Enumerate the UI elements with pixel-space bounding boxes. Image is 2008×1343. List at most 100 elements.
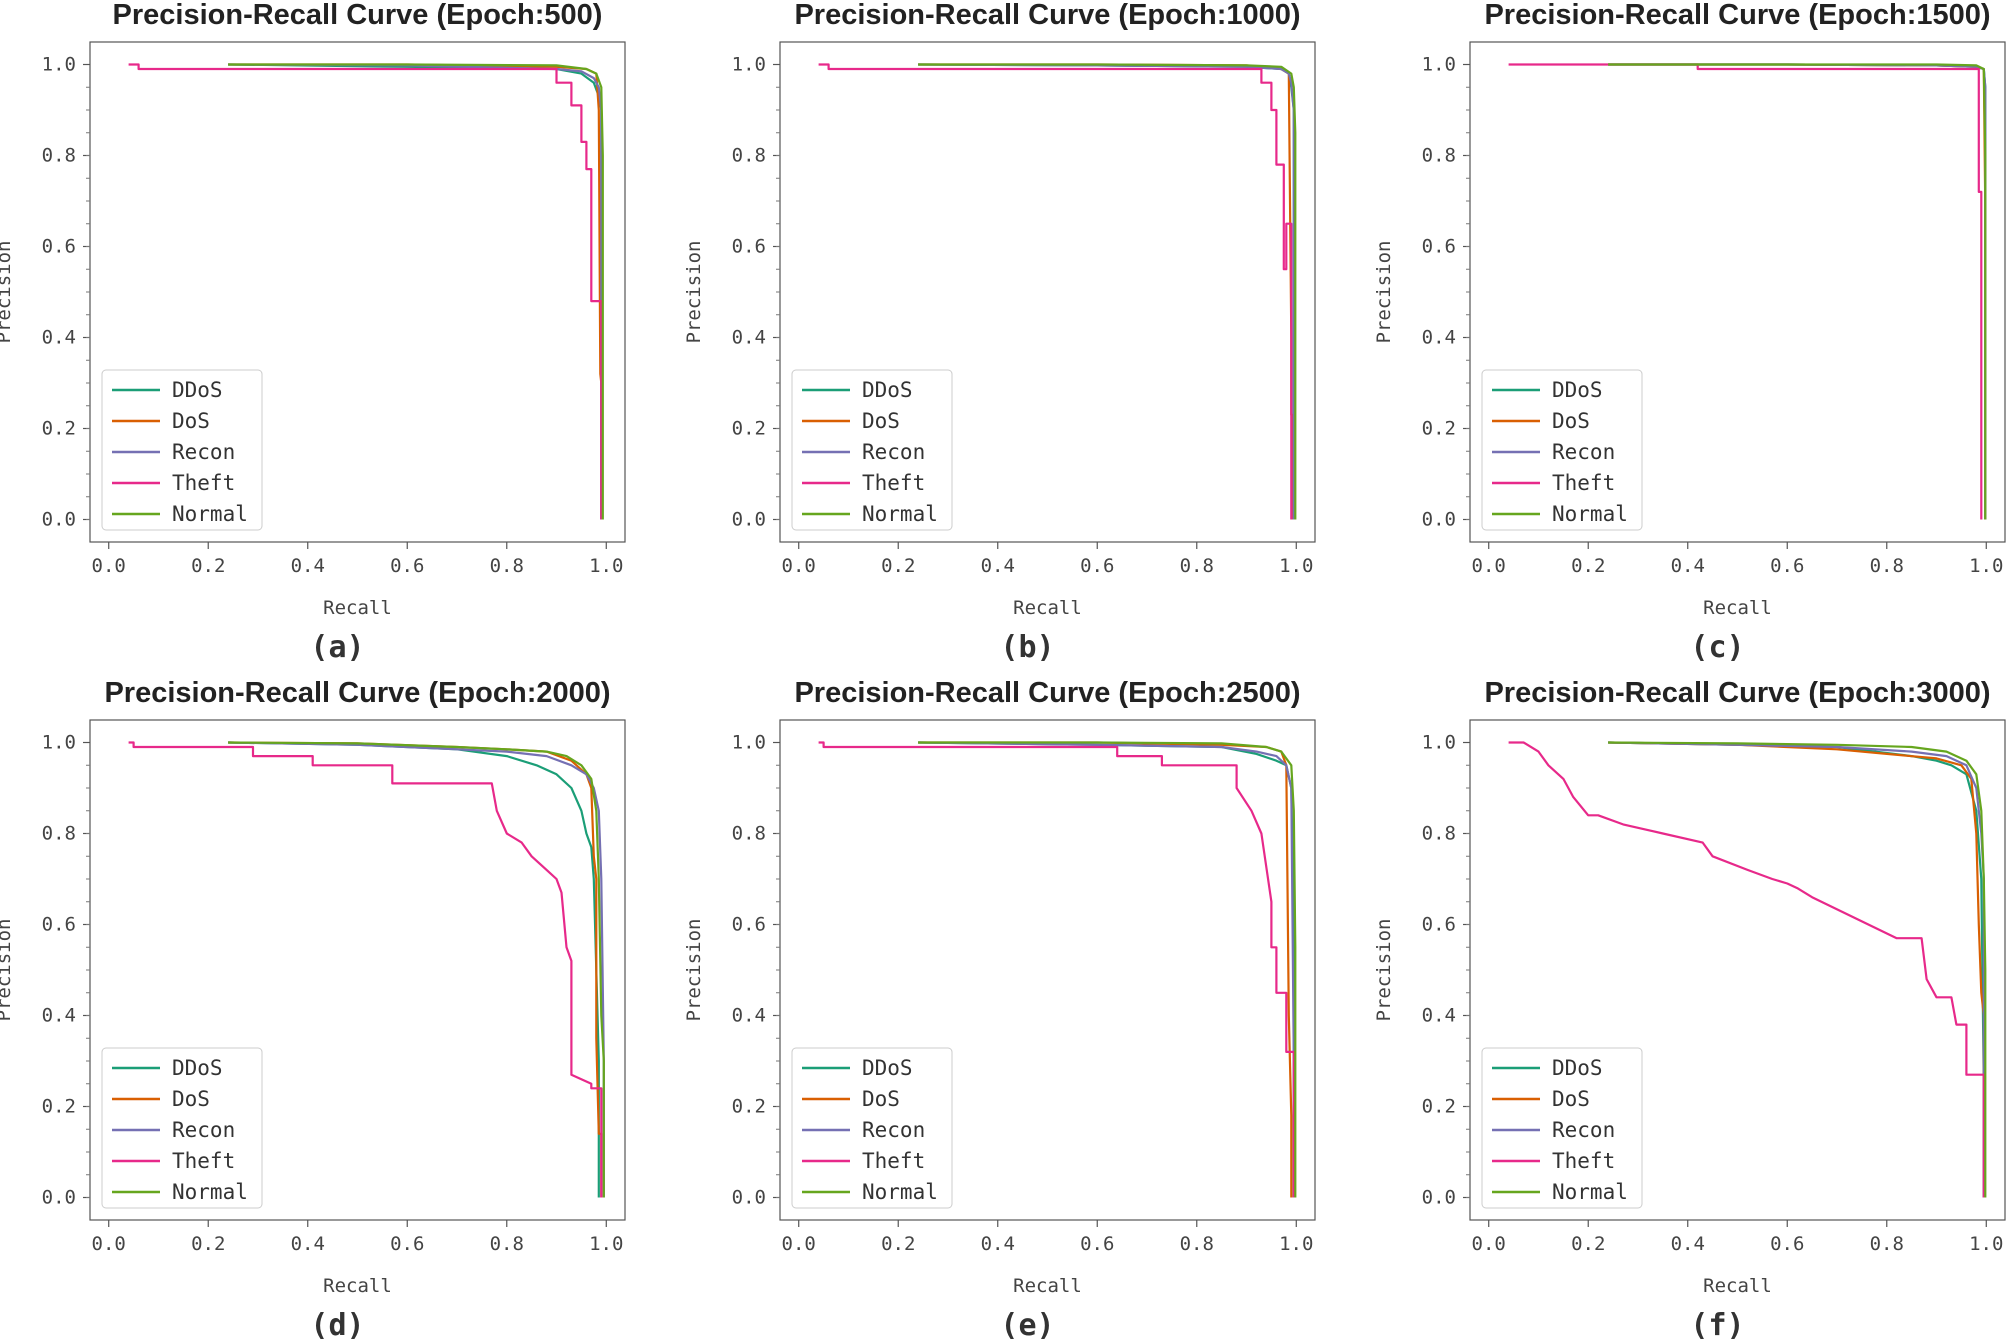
- legend-label-recon: Recon: [172, 1118, 235, 1142]
- legend-label-normal: Normal: [862, 1180, 938, 1204]
- x-tick-label: 0.4: [291, 1233, 325, 1255]
- series-line-normal: [1608, 741, 1987, 1198]
- legend-label-theft: Theft: [862, 471, 925, 495]
- legend-box: [1481, 1047, 1643, 1209]
- x-tick-label: 0.6: [390, 555, 424, 577]
- x-tick-label: 0.0: [782, 1233, 816, 1255]
- legend-box: [791, 1047, 953, 1209]
- x-axis-label: Recall: [1703, 597, 1772, 619]
- x-tick-label: 1.0: [1279, 1233, 1313, 1255]
- y-tick-label: 0.8: [1422, 145, 1456, 167]
- x-tick-label: 0.6: [1770, 555, 1804, 577]
- series-line-theft: [128, 741, 603, 1198]
- chart-panel-1: Precision-Recall Curve (Epoch:500) 0.0 0.2…: [0, 0, 626, 665]
- legend-label-theft: Theft: [1552, 471, 1615, 495]
- series-line-theft: [128, 63, 603, 520]
- x-tick-label: 0.8: [1870, 555, 1904, 577]
- legend: DDoS DoS Recon Theft Normal: [1481, 369, 1643, 531]
- y-tick-label: 1.0: [1422, 732, 1456, 754]
- x-axis-label: Recall: [1013, 597, 1082, 619]
- legend-label-theft: Theft: [862, 1149, 925, 1173]
- x-tick-label: 0.0: [92, 1233, 126, 1255]
- x-tick-label: 0.8: [490, 555, 524, 577]
- legend-label-recon: Recon: [172, 440, 235, 464]
- y-tick-label: 1.0: [732, 54, 766, 76]
- series-line-normal: [918, 63, 1297, 520]
- y-tick-label: 0.0: [42, 509, 76, 531]
- y-tick-label: 0.6: [732, 914, 766, 936]
- series-line-normal: [1608, 63, 1987, 520]
- series-line-dos: [1608, 741, 1985, 1198]
- x-tick-label: 0.6: [1080, 555, 1114, 577]
- x-tick-label: 0.4: [291, 555, 325, 577]
- y-tick-label: 0.4: [1422, 1005, 1456, 1027]
- panel-label: (e): [1000, 1308, 1054, 1343]
- legend: DDoS DoS Recon Theft Normal: [791, 1047, 953, 1209]
- legend-label-dos: DoS: [1552, 1087, 1590, 1111]
- x-tick-label: 0.8: [1180, 555, 1214, 577]
- y-tick-label: 0.0: [42, 1187, 76, 1209]
- series-line-recon: [918, 741, 1295, 1198]
- panel-label: (a): [310, 630, 364, 665]
- legend-label-dos: DoS: [862, 409, 900, 433]
- y-tick-label: 0.0: [732, 509, 766, 531]
- y-tick-label: 1.0: [42, 54, 76, 76]
- y-tick-label: 0.4: [732, 327, 766, 349]
- x-tick-label: 0.6: [1080, 1233, 1114, 1255]
- series-line-normal: [228, 63, 604, 520]
- legend-label-ddos: DDoS: [1552, 1056, 1603, 1080]
- x-tick-label: 1.0: [1969, 1233, 2003, 1255]
- x-tick-label: 0.0: [782, 555, 816, 577]
- y-axis-label: Precision: [683, 241, 705, 344]
- y-axis-label: Precision: [683, 919, 705, 1022]
- x-axis-label: Recall: [1013, 1275, 1082, 1297]
- y-tick-label: 1.0: [42, 732, 76, 754]
- legend-label-ddos: DDoS: [172, 1056, 223, 1080]
- chart-title: Precision-Recall Curve (Epoch:2500): [794, 677, 1300, 709]
- y-tick-label: 0.6: [1422, 236, 1456, 258]
- series-lines: [128, 63, 604, 520]
- chart-title: Precision-Recall Curve (Epoch:2000): [104, 677, 610, 709]
- y-tick-label: 0.4: [42, 327, 76, 349]
- x-axis-label: Recall: [323, 1275, 392, 1297]
- series-line-theft: [1508, 741, 1985, 1198]
- y-tick-label: 0.8: [732, 823, 766, 845]
- y-axis-label: Precision: [0, 919, 15, 1022]
- x-tick-label: 0.8: [1870, 1233, 1904, 1255]
- x-tick-label: 0.4: [1671, 1233, 1705, 1255]
- legend-box: [101, 369, 263, 531]
- x-tick-label: 0.4: [1671, 555, 1705, 577]
- x-tick-label: 0.6: [390, 1233, 424, 1255]
- chart-title: Precision-Recall Curve (Epoch:1500): [1484, 0, 1990, 31]
- y-axis-label: Precision: [0, 241, 15, 344]
- y-tick-label: 0.2: [42, 1096, 76, 1118]
- chart-panel-4: Precision-Recall Curve (Epoch:2000) 0.0 0.…: [0, 677, 626, 1343]
- panel-label: (b): [1000, 630, 1054, 665]
- legend: DDoS DoS Recon Theft Normal: [791, 369, 953, 531]
- x-tick-label: 1.0: [589, 555, 623, 577]
- series-line-normal: [228, 741, 605, 1198]
- legend-label-dos: DoS: [172, 1087, 210, 1111]
- series-lines: [1508, 741, 1987, 1198]
- y-tick-label: 0.6: [42, 236, 76, 258]
- series-line-theft: [818, 741, 1295, 1198]
- x-tick-label: 0.2: [1571, 1233, 1605, 1255]
- legend-label-dos: DoS: [862, 1087, 900, 1111]
- chart-title: Precision-Recall Curve (Epoch:500): [113, 0, 603, 31]
- y-axis-label: Precision: [1373, 241, 1395, 344]
- x-tick-label: 0.2: [191, 1233, 225, 1255]
- y-tick-label: 0.4: [1422, 327, 1456, 349]
- x-tick-label: 0.2: [881, 555, 915, 577]
- y-tick-label: 0.2: [1422, 418, 1456, 440]
- legend-box: [101, 1047, 263, 1209]
- chart-title: Precision-Recall Curve (Epoch:3000): [1484, 677, 1990, 709]
- legend-label-ddos: DDoS: [1552, 378, 1603, 402]
- legend: DDoS DoS Recon Theft Normal: [101, 369, 263, 531]
- x-axis-label: Recall: [1703, 1275, 1772, 1297]
- legend-label-dos: DoS: [1552, 409, 1590, 433]
- legend-label-normal: Normal: [862, 502, 938, 526]
- x-axis-label: Recall: [323, 597, 392, 619]
- y-tick-label: 0.0: [732, 1187, 766, 1209]
- y-tick-label: 0.6: [732, 236, 766, 258]
